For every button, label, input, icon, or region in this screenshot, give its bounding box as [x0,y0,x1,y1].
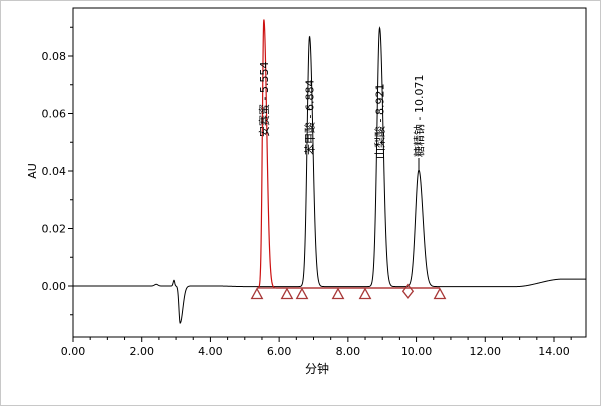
y-axis-tick-label: 0.06 [42,108,67,121]
y-axis-tick-label: 0.02 [42,223,67,236]
peak-boundary-triangle-marker [331,287,345,300]
y-axis-tick-label: 0.04 [42,165,67,178]
x-axis-tick-label: 0.00 [61,345,86,358]
peak-label: 安赛蜜 - 5.554 [257,62,271,137]
y-axis-title: AU [26,163,39,179]
x-axis-tick-label: 8.00 [336,345,361,358]
x-axis-title: 分钟 [304,362,329,376]
x-axis-tick-label: 6.00 [267,345,292,358]
peak-label: 苯甲酸 - 6.884 [303,80,317,155]
x-axis-tick-label: 4.00 [198,345,223,358]
peak-boundary-triangle-marker [295,287,309,300]
peak-boundary-triangle-marker [358,287,372,300]
x-axis-tick-label: 10.00 [401,345,433,358]
x-axis-tick-label: 14.00 [538,345,570,358]
x-axis-tick-label: 2.00 [129,345,154,358]
valley-diamond-marker [401,283,415,299]
trace-sample-black [73,26,586,324]
peak-boundary-triangle-marker [433,287,447,300]
peak-boundary-triangle-marker [280,287,294,300]
peak-boundary-triangle-marker [250,287,264,300]
peak-label: 山梨酸 - 8.921 [373,84,387,159]
y-axis-tick-label: 0.00 [42,280,67,293]
y-axis-tick-label: 0.08 [42,50,67,63]
plot-frame [72,7,587,338]
peak-label: 糖精钠 - 10.071 [412,75,426,157]
x-axis-tick-label: 12.00 [470,345,502,358]
